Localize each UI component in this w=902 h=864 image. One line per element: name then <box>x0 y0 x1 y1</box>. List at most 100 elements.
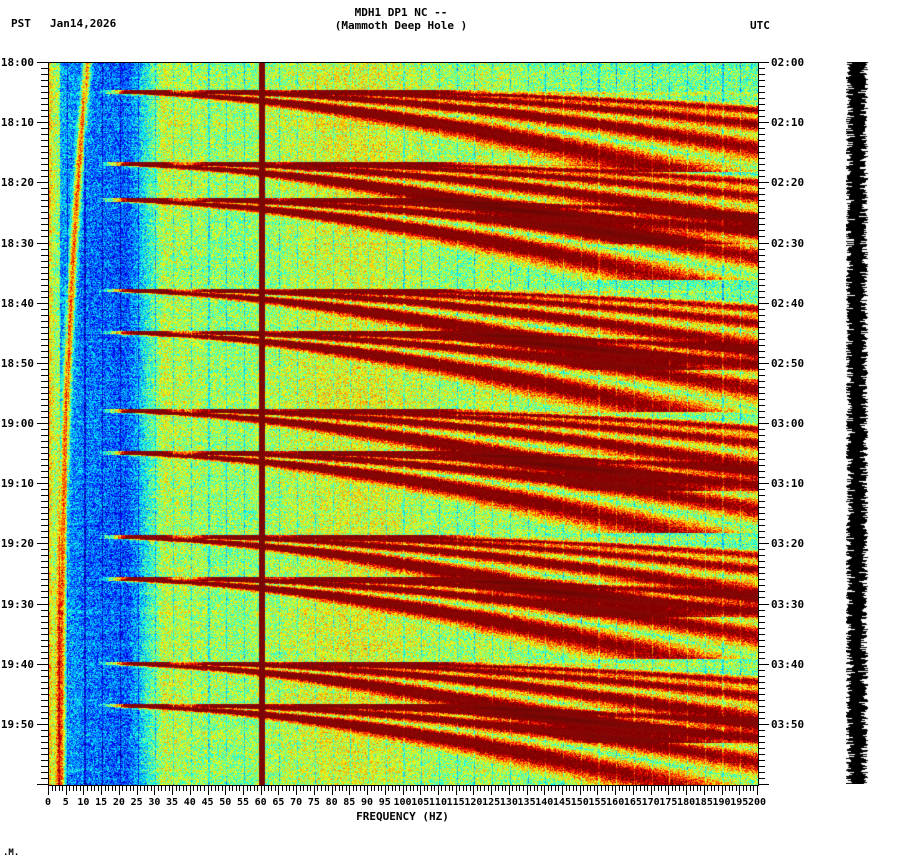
time-minor-tick-left <box>41 128 48 129</box>
freq-tick-label-85: 85 <box>343 797 356 808</box>
spectrogram-plot[interactable] <box>48 62 759 786</box>
freq-minor-tick <box>108 786 109 791</box>
time-minor-tick-right <box>758 597 765 598</box>
freq-tick-label-155: 155 <box>588 797 607 808</box>
freq-minor-tick <box>519 786 520 791</box>
time-minor-tick-left <box>41 261 48 262</box>
time-minor-tick-right <box>758 128 765 129</box>
freq-minor-tick <box>211 786 212 791</box>
freq-minor-tick <box>200 786 201 791</box>
freq-minor-tick <box>427 786 428 791</box>
freq-minor-tick <box>413 786 414 791</box>
time-minor-tick-right <box>758 670 765 671</box>
freq-tick-label-190: 190 <box>712 797 731 808</box>
freq-minor-tick <box>410 786 411 791</box>
time-minor-tick-right <box>758 760 765 761</box>
freq-minor-tick <box>250 786 251 791</box>
time-minor-tick-right <box>758 652 765 653</box>
freq-minor-tick <box>186 786 187 791</box>
time-minor-tick-left <box>41 682 48 683</box>
freq-major-tick <box>651 786 652 795</box>
freq-minor-tick <box>176 786 177 791</box>
time-minor-tick-left <box>41 267 48 268</box>
spectrogram-canvas <box>49 63 758 785</box>
freq-minor-tick <box>264 786 265 791</box>
time-minor-tick-right <box>758 435 765 436</box>
time-minor-tick-right <box>758 255 765 256</box>
time-label-local-1850: 18:50 <box>0 356 34 370</box>
time-minor-tick-left <box>41 236 48 237</box>
freq-minor-tick <box>144 786 145 791</box>
time-minor-tick-left <box>41 652 48 653</box>
time-minor-tick-left <box>41 700 48 701</box>
freq-minor-tick <box>98 786 99 791</box>
freq-minor-tick <box>512 786 513 791</box>
time-minor-tick-right <box>758 297 765 298</box>
time-minor-tick-left <box>41 507 48 508</box>
time-minor-tick-right <box>758 531 765 532</box>
freq-major-tick <box>580 786 581 795</box>
freq-minor-tick <box>381 786 382 791</box>
freq-minor-tick <box>537 786 538 791</box>
freq-minor-tick <box>353 786 354 791</box>
time-minor-tick-left <box>41 273 48 274</box>
time-label-local-1840: 18:40 <box>0 296 34 310</box>
time-minor-tick-left <box>41 489 48 490</box>
freq-major-tick <box>119 786 120 795</box>
time-label-local-1810: 18:10 <box>0 116 34 130</box>
time-label-local-1920: 19:20 <box>0 537 34 551</box>
freq-minor-tick <box>307 786 308 791</box>
freq-minor-tick <box>683 786 684 791</box>
time-minor-tick-right <box>758 387 765 388</box>
time-minor-tick-right <box>758 285 765 286</box>
time-minor-tick-left <box>41 447 48 448</box>
time-minor-tick-left <box>41 327 48 328</box>
time-minor-tick-right <box>758 459 765 460</box>
time-minor-tick-left <box>41 297 48 298</box>
freq-minor-tick <box>346 786 347 791</box>
time-minor-tick-right <box>758 152 765 153</box>
time-minor-tick-left <box>41 537 48 538</box>
freq-minor-tick <box>463 786 464 791</box>
time-major-tick-right <box>758 724 769 725</box>
time-minor-tick-left <box>41 375 48 376</box>
freq-tick-label-150: 150 <box>570 797 589 808</box>
time-minor-tick-right <box>758 309 765 310</box>
freq-minor-tick <box>140 786 141 791</box>
time-minor-tick-left <box>41 531 48 532</box>
freq-minor-tick <box>693 786 694 791</box>
freq-tick-label-105: 105 <box>411 797 430 808</box>
time-major-tick-left <box>37 604 48 605</box>
time-minor-tick-right <box>758 736 765 737</box>
time-minor-tick-left <box>41 393 48 394</box>
freq-minor-tick <box>640 786 641 791</box>
time-major-tick-right <box>758 784 769 785</box>
freq-major-tick <box>137 786 138 795</box>
time-minor-tick-left <box>41 658 48 659</box>
freq-minor-tick <box>700 786 701 791</box>
time-minor-tick-left <box>41 218 48 219</box>
time-minor-tick-right <box>758 712 765 713</box>
time-minor-tick-left <box>41 176 48 177</box>
time-minor-tick-left <box>41 339 48 340</box>
freq-minor-tick <box>434 786 435 791</box>
time-minor-tick-left <box>41 736 48 737</box>
time-minor-tick-right <box>758 164 765 165</box>
time-minor-tick-right <box>758 706 765 707</box>
freq-minor-tick <box>622 786 623 791</box>
time-minor-tick-left <box>41 567 48 568</box>
amplitude-trace-canvas <box>846 62 870 784</box>
time-minor-tick-left <box>41 688 48 689</box>
header-timezone-right: UTC <box>750 19 770 32</box>
freq-minor-tick <box>644 786 645 791</box>
time-minor-tick-right <box>758 158 765 159</box>
freq-major-tick <box>349 786 350 795</box>
time-minor-tick-right <box>758 591 765 592</box>
time-minor-tick-right <box>758 429 765 430</box>
time-minor-tick-right <box>758 634 765 635</box>
time-minor-tick-left <box>41 285 48 286</box>
time-minor-tick-left <box>41 477 48 478</box>
freq-minor-tick <box>601 786 602 791</box>
freq-minor-tick <box>484 786 485 791</box>
freq-tick-label-120: 120 <box>464 797 483 808</box>
